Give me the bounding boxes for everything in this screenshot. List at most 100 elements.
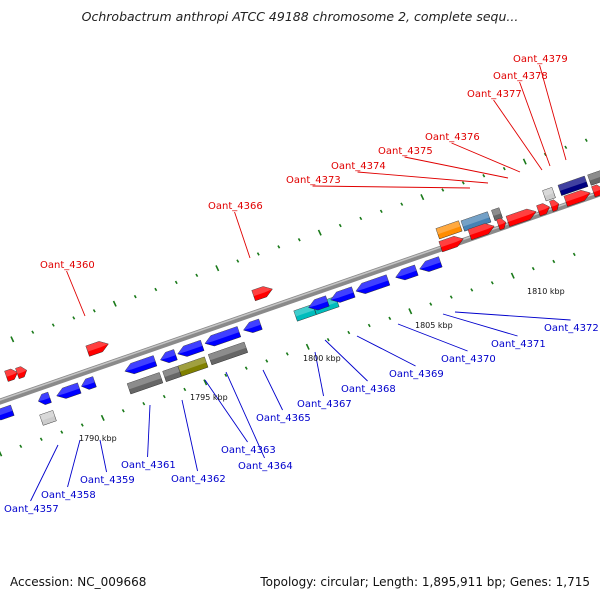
gene-reverse[interactable] [162, 365, 182, 382]
tick-mark [584, 138, 588, 142]
leader-line [30, 444, 59, 502]
gene-reverse[interactable] [0, 404, 15, 423]
gene-reverse[interactable] [203, 326, 242, 348]
tick-marks [0, 138, 588, 457]
label-oant-4364[interactable]: Oant_4364 [238, 461, 293, 472]
tick-mark [449, 295, 453, 299]
label-oant-4367[interactable]: Oant_4367 [297, 399, 352, 410]
gene-forward[interactable] [4, 367, 20, 382]
gene-forward[interactable] [505, 206, 538, 227]
gene-forward[interactable] [496, 217, 507, 231]
label-oant-4369[interactable]: Oant_4369 [389, 369, 444, 380]
gene-forward[interactable] [557, 175, 589, 196]
gene-reverse[interactable] [80, 376, 97, 392]
label-oant-4365[interactable]: Oant_4365 [256, 413, 311, 424]
gene-reverse[interactable] [329, 286, 356, 305]
tick-mark [429, 302, 433, 306]
tick-mark [552, 259, 556, 264]
tick-mark [347, 330, 351, 335]
label-oant-4373[interactable]: Oant_4373 [286, 175, 341, 186]
gene-forward[interactable] [549, 199, 560, 212]
tick-mark [305, 343, 310, 350]
tick-mark [256, 252, 260, 256]
tick-mark [338, 223, 342, 228]
tick-mark [121, 409, 125, 413]
tick-mark [51, 323, 55, 327]
tick-mark [441, 188, 445, 192]
gene-reverse[interactable] [126, 372, 164, 395]
gene-forward[interactable] [536, 202, 552, 217]
label-oant-4357[interactable]: Oant_4357 [4, 504, 59, 515]
gene-forward[interactable] [251, 284, 275, 302]
gene-forward[interactable] [563, 188, 592, 207]
label-oant-4358[interactable]: Oant_4358 [41, 490, 96, 501]
tick-mark [195, 273, 199, 278]
scale-label: 1795 kbp [190, 393, 228, 402]
label-oant-4370[interactable]: Oant_4370 [441, 354, 496, 365]
leader-line [204, 379, 248, 443]
backbone-line [0, 190, 600, 405]
chromosome-backbone [0, 190, 600, 405]
label-oant-4377[interactable]: Oant_4377 [467, 89, 522, 100]
leader-line [454, 311, 571, 321]
backbone-highlight [0, 191, 600, 401]
label-oant-4360[interactable]: Oant_4360 [40, 260, 95, 271]
gene-forward[interactable] [460, 211, 492, 232]
leader-line [356, 335, 416, 367]
label-oant-4378[interactable]: Oant_4378 [493, 71, 548, 82]
gene-forward[interactable] [587, 170, 600, 186]
label-oant-4379[interactable]: Oant_4379 [513, 54, 568, 65]
tick-mark [400, 202, 404, 206]
tick-mark [564, 145, 568, 150]
gene-reverse[interactable] [123, 355, 158, 377]
gene-reverse[interactable] [176, 339, 205, 359]
gene-forward[interactable] [15, 365, 28, 379]
label-oant-4368[interactable]: Oant_4368 [341, 384, 396, 395]
label-oant-4366[interactable]: Oant_4366 [208, 201, 263, 212]
gene-forward[interactable] [85, 339, 110, 357]
gene-reverse[interactable] [418, 256, 443, 275]
gene-forward[interactable] [491, 207, 503, 221]
gene-reverse[interactable] [354, 274, 391, 297]
label-oant-4376[interactable]: Oant_4376 [425, 132, 480, 143]
gene-reverse[interactable] [394, 264, 419, 283]
label-oant-4374[interactable]: Oant_4374 [331, 161, 386, 172]
tick-mark [19, 444, 23, 449]
tick-mark [367, 323, 371, 328]
tick-mark [359, 216, 363, 221]
leader-line [314, 351, 324, 397]
map-title: Ochrobactrum anthropi ATCC 49188 chromos… [81, 9, 519, 24]
scale-label: 1810 kbp [527, 287, 565, 296]
label-oant-4372[interactable]: Oant_4372 [544, 323, 599, 334]
label-oant-4375[interactable]: Oant_4375 [378, 146, 433, 157]
label-oant-4359[interactable]: Oant_4359 [80, 475, 135, 486]
gene-forward[interactable] [435, 220, 463, 240]
gene-reverse[interactable] [177, 356, 209, 377]
gene-forward[interactable] [467, 221, 496, 241]
gene-forward[interactable] [542, 187, 556, 202]
leader-line [66, 270, 86, 317]
gene-reverse[interactable] [207, 341, 249, 366]
tick-mark [297, 238, 301, 242]
gene-reverse[interactable] [159, 349, 178, 365]
tick-mark [112, 300, 117, 307]
topology-summary: Topology: circular; Length: 1,895,911 bp… [260, 575, 590, 589]
tick-mark [60, 430, 64, 434]
gene-reverse[interactable] [242, 318, 263, 335]
accession-text: Accession: NC_009668 [10, 575, 147, 589]
label-oant-4371[interactable]: Oant_4371 [491, 339, 546, 350]
leader-line [312, 185, 471, 189]
leader-line [225, 371, 265, 459]
gene-features [0, 170, 600, 426]
gene-reverse[interactable] [37, 391, 52, 406]
label-oant-4363[interactable]: Oant_4363 [221, 445, 276, 456]
gene-reverse[interactable] [307, 295, 330, 313]
gene-forward[interactable] [438, 234, 465, 253]
tick-mark [203, 379, 208, 386]
label-oant-4362[interactable]: Oant_4362 [171, 474, 226, 485]
gene-reverse[interactable] [55, 382, 82, 401]
tick-mark [461, 181, 465, 185]
label-oant-4361[interactable]: Oant_4361 [121, 460, 176, 471]
gene-reverse[interactable] [39, 410, 57, 426]
